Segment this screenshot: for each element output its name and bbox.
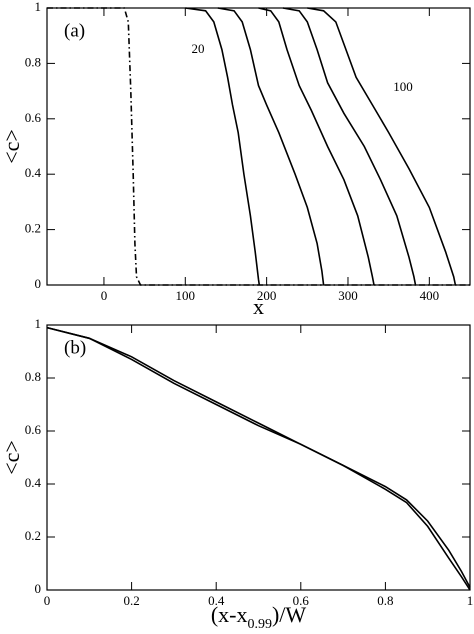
y-tick-label: 0.4: [25, 475, 42, 490]
x-tick-label: 0: [44, 593, 51, 608]
y-tick-label: 0.8: [25, 369, 41, 384]
y-tick-label: 0.4: [25, 165, 42, 180]
x-tick-label: 0: [101, 288, 108, 303]
x-axis-label: (x-x0.99)/W: [211, 602, 307, 632]
series-line: [282, 7, 417, 286]
plot-frame: [46, 324, 471, 591]
y-axis-label: <c>: [0, 440, 24, 475]
y-tick-label: 1: [35, 0, 42, 14]
x-tick-label: 200: [257, 288, 277, 303]
series-line: [258, 7, 375, 286]
curve-label: 20: [192, 41, 205, 56]
series-line: [47, 7, 470, 286]
series-line: [217, 7, 325, 286]
y-tick-label: 1: [35, 316, 42, 331]
series-line: [185, 7, 261, 286]
x-axis-label: x: [253, 294, 264, 319]
panel-tag: (b): [64, 337, 86, 358]
x-axis-label-part: 0.99: [247, 617, 272, 632]
x-tick-label: 300: [338, 288, 358, 303]
series-line: [307, 7, 457, 286]
x-tick-label: 400: [420, 288, 440, 303]
series-line: [46, 326, 471, 591]
y-axis-label: <c>: [0, 129, 24, 164]
x-axis-label-part: (x-x: [211, 602, 248, 627]
plot-frame: [46, 7, 471, 286]
x-tick-label: 0.6: [293, 593, 310, 608]
y-tick-label: 0.6: [25, 422, 42, 437]
x-tick-label: 0.8: [377, 593, 393, 608]
curve-label: 100: [393, 79, 413, 94]
y-tick-label: 0.2: [25, 221, 41, 236]
panel-tag: (a): [64, 20, 85, 41]
x-tick-label: 0.4: [208, 593, 225, 608]
x-tick-label: 1: [467, 593, 474, 608]
x-tick-label: 100: [176, 288, 196, 303]
y-tick-label: 0: [35, 581, 42, 596]
y-tick-label: 0.6: [25, 110, 42, 125]
y-tick-label: 0.8: [25, 54, 41, 69]
y-tick-label: 0.2: [25, 528, 41, 543]
y-tick-label: 0: [35, 276, 42, 291]
series-line: [46, 326, 471, 588]
x-axis-label-part: )/W: [272, 602, 306, 627]
x-tick-label: 0.2: [123, 593, 139, 608]
